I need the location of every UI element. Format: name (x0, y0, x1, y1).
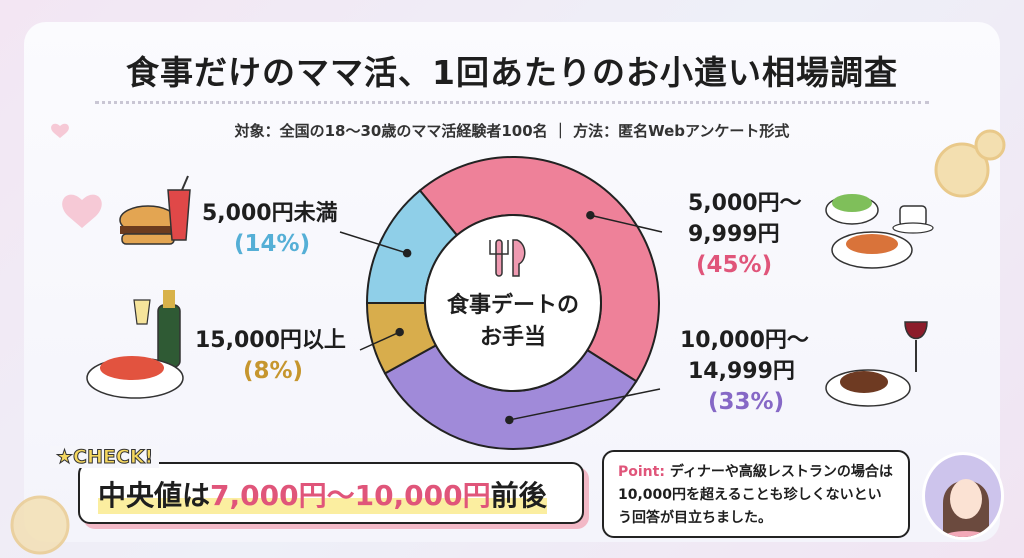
steak-plate-icon (825, 369, 911, 407)
point-text: ディナーや高級レストランの場合は10,000円を超えることも珍しくないという回答… (618, 464, 893, 526)
donut-center-label: 食事デートの お手当 (433, 290, 593, 354)
center-label-line: 食事デートの (446, 293, 579, 318)
label-range: 5,000円未満 (202, 201, 338, 226)
coin-icon (974, 129, 1006, 161)
leader-line (509, 388, 661, 421)
label-under-5000: 5,000円未満 (14%) (202, 198, 338, 260)
median-prefix: 中央値は (98, 479, 211, 512)
label-percent: (14%) (234, 231, 311, 257)
label-5000-9999: 5,000円～ 9,999円 (45%) (688, 188, 802, 281)
coffee-icon (892, 205, 934, 234)
fork-knife-icon (489, 239, 526, 277)
check-label: CHECK! (73, 446, 154, 469)
label-range: 9,999円 (688, 222, 780, 247)
label-range: 15,000円以上 (195, 328, 346, 353)
lobster-plate-icon (86, 356, 184, 399)
donut-hole (424, 214, 602, 392)
drink-icon (167, 175, 191, 241)
label-range: 5,000円～ (688, 191, 802, 216)
wine-icon (904, 321, 928, 372)
burger-icon (119, 205, 177, 245)
pasta-icon (831, 231, 913, 269)
survey-subtitle: 対象：全国の18〜30歳のママ活経験者100名 ｜ 方法：匿名Webアンケート形… (234, 122, 790, 140)
heart-icon (51, 123, 69, 138)
leader-line (339, 231, 408, 254)
leader-line (359, 331, 400, 351)
champagne-icon (133, 290, 181, 368)
decorations (10, 123, 1006, 555)
point-label: Point: (618, 464, 665, 480)
label-percent: (45%) (696, 252, 773, 278)
median-text: 中央値は7,000円～10,000円前後 (98, 474, 547, 514)
label-range: 14,999円 (688, 359, 795, 384)
point-bubble: Point: ディナーや高級レストランの場合は10,000円を超えることも珍しく… (602, 450, 910, 538)
coin-icon (10, 495, 70, 555)
label-15000-plus: 15,000円以上 (8%) (195, 325, 346, 387)
salad-icon (825, 194, 879, 225)
star-icon: ★ (55, 446, 74, 469)
median-value: 7,000円～10,000円 (210, 479, 491, 512)
page-title: 食事だけのママ活、1回あたりのお小遣い相場調査 (126, 53, 898, 92)
label-percent: (8%) (243, 358, 304, 384)
coin-icon (934, 142, 990, 198)
avatar (922, 452, 1004, 540)
heart-icon (62, 194, 102, 228)
label-10000-14999: 10,000円～ 14,999円 (33%) (680, 325, 809, 418)
divider (95, 101, 929, 104)
median-suffix: 前後 (490, 479, 547, 512)
leader-line (590, 214, 663, 233)
check-tag: ★CHECK! (50, 446, 160, 469)
center-label-line: お手当 (479, 325, 546, 350)
label-percent: (33%) (708, 389, 785, 415)
label-range: 10,000円～ (680, 328, 809, 353)
